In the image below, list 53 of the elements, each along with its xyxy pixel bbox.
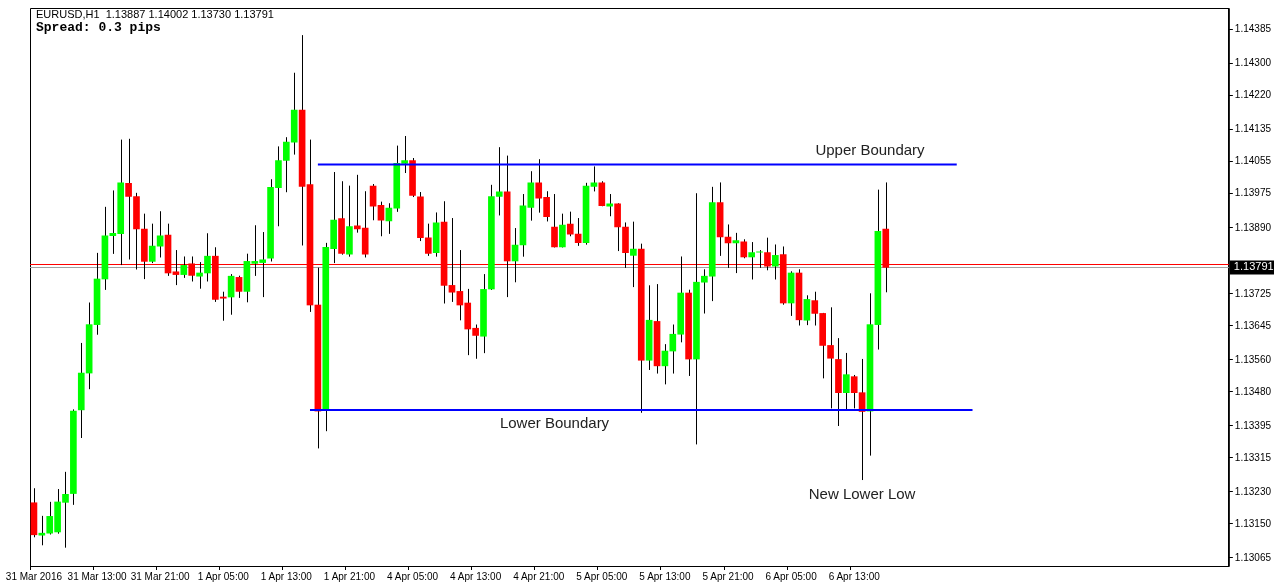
x-tick-label: 31 Mar 21:00 [130,570,191,582]
candlestick [574,218,582,246]
x-tick-label: 4 Apr 21:00 [513,570,565,582]
y-tick-label: 1.13230 [1234,485,1272,497]
candlestick [842,352,850,411]
annotation: New Lower Low [808,484,916,502]
x-tick-label: 1 Apr 13:00 [260,570,313,582]
series-label: Upper Boundary [815,140,926,158]
candlestick [551,194,558,248]
chart-title: EURUSD,H1 1.13887 1.14002 1.13730 1.13791 [36,8,274,20]
x-tick-label: 1 Apr 05:00 [197,570,250,582]
y-tick-label: 1.14385 [1234,23,1272,35]
candlestick [606,194,614,217]
candlestick [598,181,606,207]
candlestick [614,203,621,252]
candlestick [559,213,566,248]
candlestick [772,244,779,280]
x-tick-label: 6 Apr 05:00 [765,570,818,582]
ref-line-label: 1.13791 [1233,260,1274,273]
y-tick-label: 1.13560 [1234,353,1272,365]
y-tick-label: 1.14300 [1234,57,1272,69]
y-tick-label: 1.14220 [1234,89,1272,101]
y-tick-label: 1.14135 [1234,123,1272,135]
x-tick-label: 5 Apr 21:00 [702,570,755,582]
y-tick-label: 1.13315 [1234,451,1272,463]
candlestick [180,256,188,278]
candlestick [204,233,211,282]
x-tick-label: 31 Mar 13:00 [67,570,127,582]
y-tick-label: 1.13480 [1234,385,1272,397]
y-tick-label: 1.13395 [1234,419,1272,431]
y-tick-label: 1.13150 [1234,517,1272,529]
series-label: Lower Boundary [499,414,610,432]
y-tick-label: 1.13645 [1234,319,1272,331]
x-tick-label: 4 Apr 13:00 [450,570,502,582]
x-tick-label: 5 Apr 05:00 [576,570,628,582]
y-tick-label: 1.13975 [1234,187,1272,199]
x-tick-label: 5 Apr 13:00 [639,570,691,582]
candlestick [630,221,637,288]
x-tick-label: 1 Apr 21:00 [323,570,376,582]
y-tick-label: 1.13725 [1234,287,1272,299]
candlestick [803,295,811,326]
candlestick [235,275,243,298]
candlestick [740,239,748,259]
y-tick-label: 1.13065 [1234,551,1272,563]
candlestick [566,211,574,237]
x-tick-label: 6 Apr 13:00 [828,570,881,582]
y-tick-label: 1.14055 [1234,155,1272,167]
x-tick-label: 4 Apr 05:00 [386,570,439,582]
x-tick-label: 31 Mar 2016 [5,570,63,582]
candlestick [196,262,203,289]
text: Spread: 0.3 pips [36,20,161,35]
candlestick [732,232,740,274]
y-tick-label: 1.13890 [1234,221,1272,233]
